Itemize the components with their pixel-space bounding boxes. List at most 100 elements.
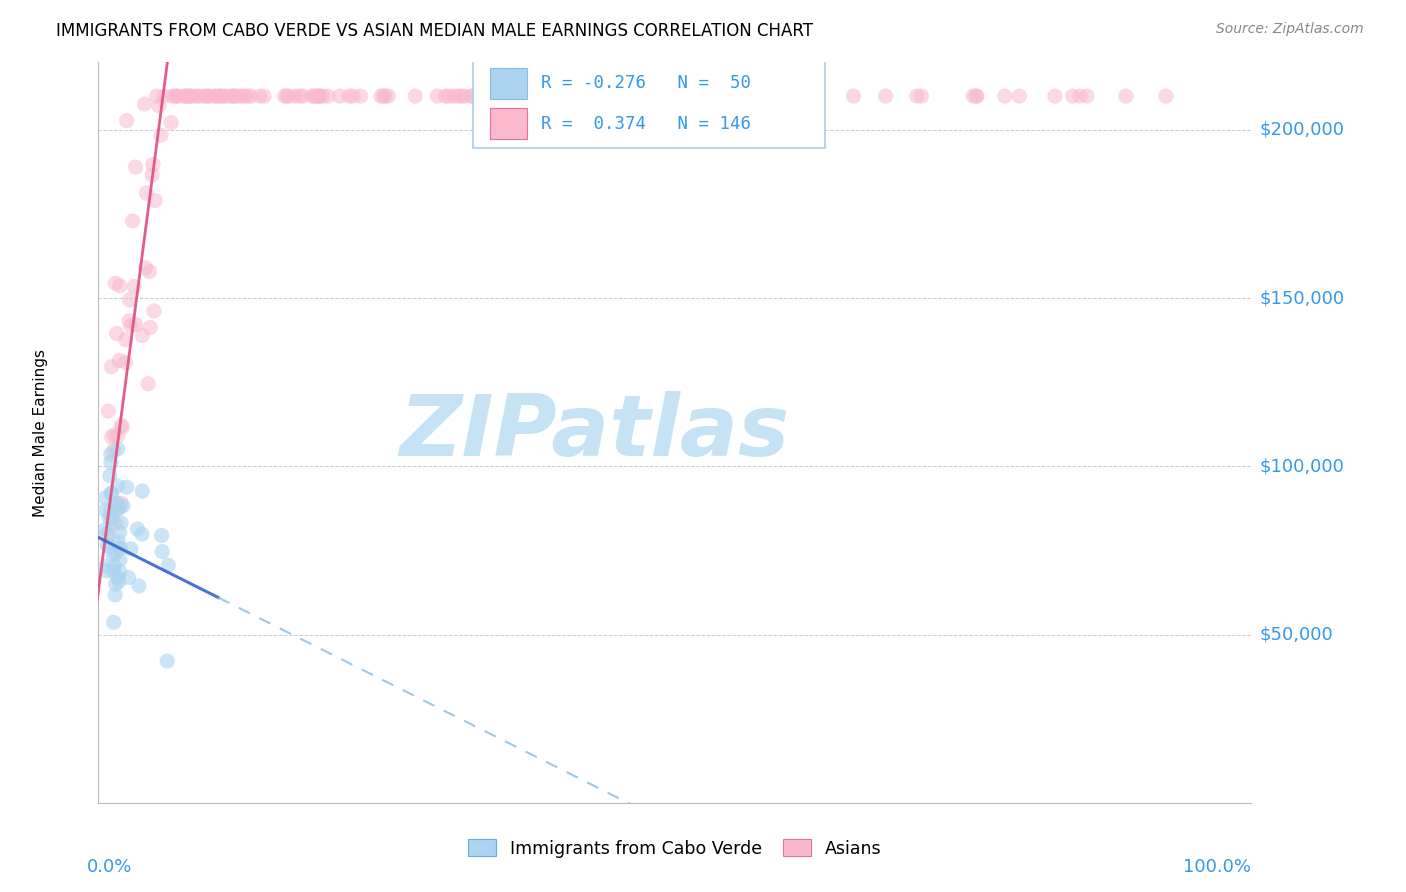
Point — [583, 89, 606, 103]
Point — [98, 539, 121, 553]
Legend: Immigrants from Cabo Verde, Asians: Immigrants from Cabo Verde, Asians — [461, 832, 889, 864]
Point — [443, 89, 465, 103]
Point — [104, 577, 127, 591]
Point — [107, 570, 129, 584]
Point — [117, 570, 139, 584]
Point — [114, 333, 136, 347]
Text: $200,000: $200,000 — [1260, 120, 1344, 139]
Point — [142, 157, 165, 171]
Point — [221, 89, 243, 103]
Point — [163, 89, 186, 103]
Point — [966, 89, 988, 103]
Point — [191, 89, 214, 103]
Point — [105, 326, 128, 341]
Point — [134, 260, 156, 275]
Point — [962, 89, 984, 103]
Point — [131, 527, 153, 541]
Point — [111, 499, 134, 513]
Point — [107, 534, 129, 549]
Point — [527, 89, 550, 103]
Point — [139, 320, 162, 334]
Point — [799, 89, 821, 103]
Point — [103, 428, 125, 442]
Point — [231, 89, 253, 103]
Point — [101, 513, 124, 527]
Point — [520, 89, 543, 103]
Point — [606, 89, 628, 103]
Point — [776, 89, 799, 103]
Point — [1154, 89, 1177, 103]
Text: 100.0%: 100.0% — [1184, 858, 1251, 876]
Point — [131, 328, 153, 343]
Point — [128, 579, 150, 593]
Point — [337, 89, 360, 103]
Point — [752, 89, 775, 103]
Point — [108, 278, 131, 293]
Point — [307, 89, 329, 103]
Point — [742, 89, 765, 103]
Text: Source: ZipAtlas.com: Source: ZipAtlas.com — [1216, 22, 1364, 37]
Point — [697, 89, 720, 103]
Point — [100, 447, 122, 461]
Point — [910, 89, 932, 103]
Point — [94, 564, 117, 578]
Text: $150,000: $150,000 — [1260, 289, 1344, 307]
Point — [174, 89, 197, 103]
Text: R = -0.276   N =  50: R = -0.276 N = 50 — [541, 74, 751, 92]
Point — [108, 565, 131, 579]
Point — [94, 559, 117, 574]
Point — [1062, 89, 1084, 103]
Point — [209, 89, 232, 103]
Point — [187, 89, 209, 103]
Point — [744, 89, 766, 103]
FancyBboxPatch shape — [472, 55, 825, 147]
Point — [124, 160, 146, 174]
Point — [437, 89, 460, 103]
Point — [104, 588, 127, 602]
Point — [100, 430, 122, 444]
Point — [121, 214, 143, 228]
Point — [215, 89, 238, 103]
Point — [122, 279, 145, 293]
Point — [98, 468, 121, 483]
Point — [965, 89, 987, 103]
Point — [134, 97, 156, 112]
Point — [768, 89, 790, 103]
Text: $50,000: $50,000 — [1260, 625, 1333, 643]
Point — [110, 418, 132, 433]
Point — [236, 89, 259, 103]
Point — [1043, 89, 1066, 103]
Point — [276, 89, 298, 103]
Point — [115, 480, 138, 494]
Text: ZIPatlas: ZIPatlas — [399, 391, 789, 475]
Point — [404, 89, 426, 103]
Point — [208, 89, 231, 103]
Text: Median Male Earnings: Median Male Earnings — [34, 349, 48, 516]
Point — [107, 497, 129, 511]
Point — [482, 89, 505, 103]
Point — [222, 89, 245, 103]
Point — [157, 558, 180, 573]
Point — [135, 186, 157, 200]
Point — [460, 89, 482, 103]
Point — [120, 318, 142, 333]
Point — [101, 547, 124, 561]
Point — [96, 538, 118, 552]
Bar — [491, 68, 527, 99]
Bar — [491, 108, 527, 139]
Point — [679, 89, 702, 103]
Text: R =  0.374   N = 146: R = 0.374 N = 146 — [541, 115, 751, 133]
Point — [370, 89, 392, 103]
Point — [94, 503, 117, 517]
Point — [228, 89, 250, 103]
Point — [186, 89, 208, 103]
Point — [308, 89, 330, 103]
Point — [447, 89, 470, 103]
Point — [302, 89, 325, 103]
Point — [98, 503, 121, 517]
Text: IMMIGRANTS FROM CABO VERDE VS ASIAN MEDIAN MALE EARNINGS CORRELATION CHART: IMMIGRANTS FROM CABO VERDE VS ASIAN MEDI… — [56, 22, 813, 40]
Point — [311, 89, 333, 103]
Point — [291, 89, 314, 103]
Point — [104, 277, 127, 291]
Point — [103, 558, 125, 573]
